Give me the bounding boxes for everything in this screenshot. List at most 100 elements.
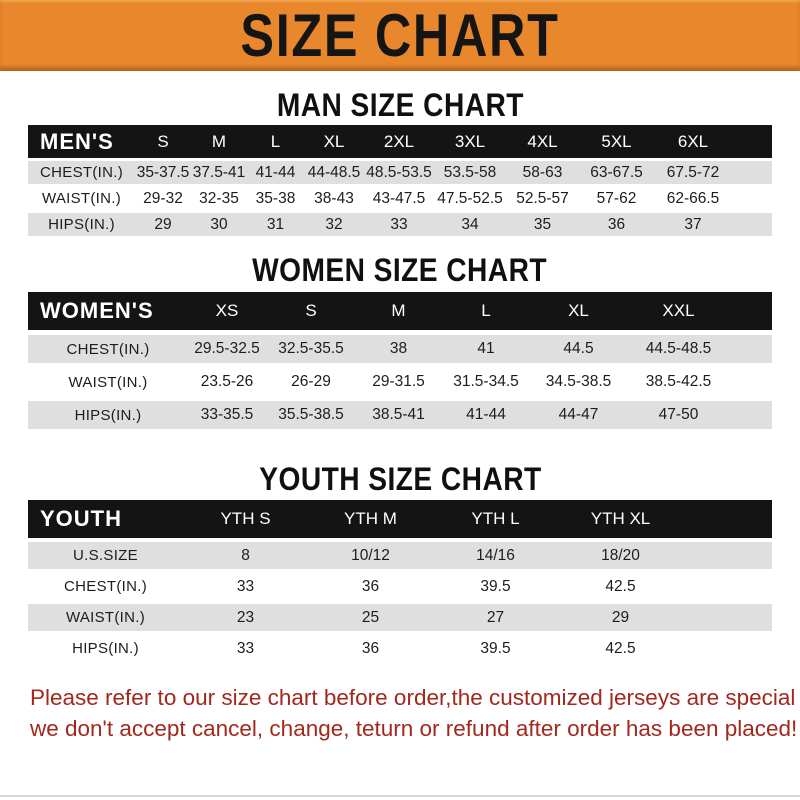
header-filler	[683, 500, 772, 538]
row-label: CHEST(IN.)	[28, 573, 183, 600]
row-filler	[731, 335, 772, 363]
table-cell: 25	[308, 604, 433, 631]
banner: SIZE CHART	[0, 0, 800, 71]
column-header: YTH XL	[558, 500, 683, 538]
table-cell: 30	[191, 213, 247, 236]
table-cell: 32.5-35.5	[266, 335, 356, 363]
footer-note: Please refer to our size chart before or…	[0, 682, 800, 744]
table-title: YOUTH	[28, 500, 183, 538]
column-header: YTH S	[183, 500, 308, 538]
header-filler	[732, 125, 772, 158]
table-header-row: MEN'S S M L XL 2XL 3XL 4XL 5XL 6XL	[28, 125, 772, 158]
table-cell: 33	[183, 635, 308, 662]
row-filler	[732, 161, 772, 184]
table-cell: 32-35	[191, 187, 247, 210]
section-heading-man: MAN SIZE CHART	[0, 88, 800, 122]
column-header: 5XL	[579, 125, 654, 158]
table-cell: 36	[308, 573, 433, 600]
table-cell: 44.5	[531, 335, 626, 363]
table-header-row: WOMEN'S XS S M L XL XXL	[28, 292, 772, 330]
table-cell: 31	[247, 213, 304, 236]
table-cell: 14/16	[433, 542, 558, 569]
table-cell: 36	[579, 213, 654, 236]
table-cell: 53.5-58	[434, 161, 506, 184]
table-cell: 23	[183, 604, 308, 631]
column-header: M	[356, 292, 441, 330]
table-cell: 33	[364, 213, 434, 236]
section-heading-man-text: MAN SIZE CHART	[276, 87, 524, 123]
table-cell: 34	[434, 213, 506, 236]
row-label: CHEST(IN.)	[28, 161, 135, 184]
table-cell: 29.5-32.5	[188, 335, 266, 363]
table-row: HIPS(IN.) 29 30 31 32 33 34 35 36 37	[28, 213, 772, 236]
row-label: WAIST(IN.)	[28, 368, 188, 396]
table-row: U.S.SIZE 8 10/12 14/16 18/20	[28, 542, 772, 569]
column-header: 2XL	[364, 125, 434, 158]
row-label: WAIST(IN.)	[28, 604, 183, 631]
table-cell: 41-44	[247, 161, 304, 184]
section-heading-women-text: WOMEN SIZE CHART	[252, 252, 548, 288]
table-row: CHEST(IN.) 29.5-32.5 32.5-35.5 38 41 44.5 44.5…	[28, 335, 772, 363]
table-cell: 52.5-57	[506, 187, 579, 210]
column-header: M	[191, 125, 247, 158]
row-filler	[683, 573, 772, 600]
table-header-row: YOUTH YTH S YTH M YTH L YTH XL	[28, 500, 772, 538]
table-cell: 32	[304, 213, 364, 236]
table-row: HIPS(IN.) 33 36 39.5 42.5	[28, 635, 772, 662]
column-header: XL	[304, 125, 364, 158]
row-label: CHEST(IN.)	[28, 335, 188, 363]
table-cell: 38-43	[304, 187, 364, 210]
row-label: U.S.SIZE	[28, 542, 183, 569]
row-label: HIPS(IN.)	[28, 213, 135, 236]
table-cell: 39.5	[433, 635, 558, 662]
table-cell: 41-44	[441, 401, 531, 429]
row-filler	[731, 368, 772, 396]
table-cell: 26-29	[266, 368, 356, 396]
row-filler	[731, 401, 772, 429]
table-cell: 38	[356, 335, 441, 363]
row-filler	[732, 187, 772, 210]
table-cell: 63-67.5	[579, 161, 654, 184]
column-header: S	[266, 292, 356, 330]
table-cell: 33	[183, 573, 308, 600]
table-cell: 38.5-41	[356, 401, 441, 429]
column-header: L	[247, 125, 304, 158]
table-cell: 29-32	[135, 187, 191, 210]
table-row: WAIST(IN.) 23 25 27 29	[28, 604, 772, 631]
section-heading-youth: YOUTH SIZE CHART	[0, 462, 800, 496]
page-title: SIZE CHART	[240, 1, 560, 69]
table-cell: 29-31.5	[356, 368, 441, 396]
column-header: YTH M	[308, 500, 433, 538]
table-cell: 8	[183, 542, 308, 569]
table-cell: 34.5-38.5	[531, 368, 626, 396]
table-cell: 35-38	[247, 187, 304, 210]
row-label: WAIST(IN.)	[28, 187, 135, 210]
table-title: WOMEN'S	[28, 292, 188, 330]
column-header: YTH L	[433, 500, 558, 538]
table-row: CHEST(IN.) 33 36 39.5 42.5	[28, 573, 772, 600]
table-cell: 23.5-26	[188, 368, 266, 396]
table-cell: 62-66.5	[654, 187, 732, 210]
table-row: WAIST(IN.) 23.5-26 26-29 29-31.5 31.5-34.5 34…	[28, 368, 772, 396]
table-row: CHEST(IN.) 35-37.5 37.5-41 41-44 44-48.5 48.5…	[28, 161, 772, 184]
table-cell: 33-35.5	[188, 401, 266, 429]
table-cell: 42.5	[558, 635, 683, 662]
table-cell: 44-48.5	[304, 161, 364, 184]
column-header: 3XL	[434, 125, 506, 158]
footer-line-1: Please refer to our size chart before or…	[30, 685, 800, 710]
row-label: HIPS(IN.)	[28, 635, 183, 662]
column-header: XL	[531, 292, 626, 330]
table-cell: 48.5-53.5	[364, 161, 434, 184]
table-cell: 47.5-52.5	[434, 187, 506, 210]
section-heading-youth-text: YOUTH SIZE CHART	[258, 461, 542, 497]
men-size-table: MEN'S S M L XL 2XL 3XL 4XL 5XL 6XL CHEST(IN.) 35-37…	[28, 122, 772, 239]
column-header: XS	[188, 292, 266, 330]
table-cell: 37.5-41	[191, 161, 247, 184]
table-cell: 57-62	[579, 187, 654, 210]
table-cell: 35.5-38.5	[266, 401, 356, 429]
row-filler	[683, 604, 772, 631]
youth-size-table: YOUTH YTH S YTH M YTH L YTH XL U.S.SIZE 8 10/12…	[28, 496, 772, 666]
row-filler	[732, 213, 772, 236]
women-size-table: WOMEN'S XS S M L XL XXL CHEST(IN.) 29.5-32.5 32.5…	[28, 287, 772, 434]
header-filler	[731, 292, 772, 330]
